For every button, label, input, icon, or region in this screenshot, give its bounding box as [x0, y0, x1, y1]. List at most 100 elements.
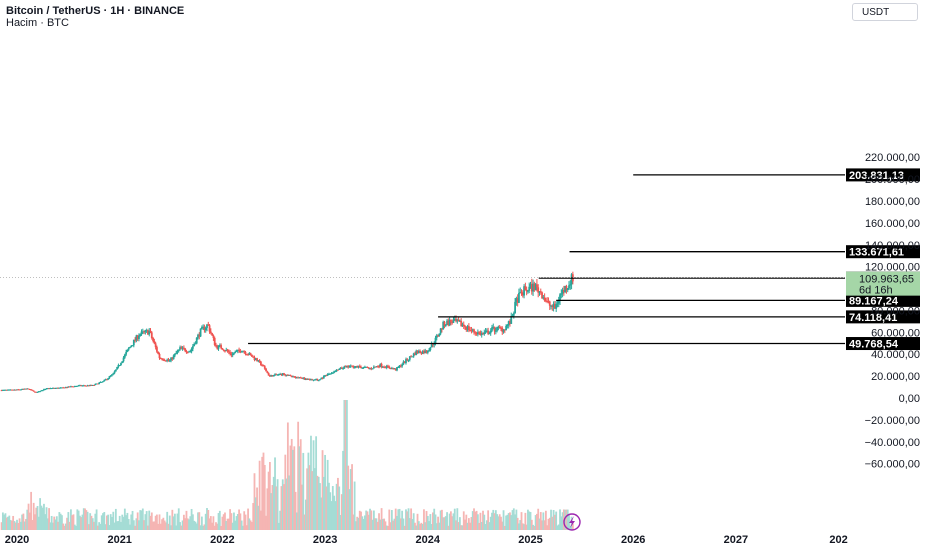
x-tick-label: 202 [829, 534, 847, 546]
candle-body [310, 379, 312, 381]
candle-body [76, 385, 79, 387]
volume-bar [242, 525, 244, 530]
candle-body [491, 327, 493, 331]
volume-bar [358, 510, 361, 530]
volume-bar [518, 523, 520, 530]
volume-bar [191, 514, 194, 530]
volume-bar [288, 475, 291, 530]
volume-bar [397, 509, 400, 530]
volume-bar [343, 400, 346, 530]
candle-body [5, 389, 8, 391]
candle-body [190, 348, 193, 352]
volume-bar [410, 508, 413, 530]
candle-body [419, 350, 421, 353]
volume-bar [260, 510, 262, 530]
volume-bar [141, 508, 144, 530]
candle-body [85, 385, 88, 387]
candle-body [3, 389, 6, 391]
candle-body [191, 346, 194, 349]
volume-bar [415, 525, 418, 530]
candle-body [202, 326, 205, 328]
candle-body [518, 292, 520, 303]
candle-body [34, 391, 36, 393]
candle-body [248, 353, 251, 355]
volume-bar [174, 513, 176, 530]
volume-bar [547, 518, 550, 530]
lightning-icon[interactable] [563, 513, 581, 531]
symbol-title[interactable]: Bitcoin / TetherUS · 1H · BINANCE [6, 5, 185, 17]
candle-body [366, 366, 369, 368]
volume-bar [77, 510, 80, 530]
time-axis[interactable]: 2020 2021 2022 2023 2024 2025 2026 2027 202 [5, 534, 848, 546]
volume-bar [379, 519, 382, 530]
candle-body [473, 329, 475, 333]
candle-body [267, 372, 270, 376]
volume-bar [18, 518, 21, 530]
volume-bar [570, 516, 573, 530]
volume-bar [376, 521, 379, 530]
candle-body [568, 285, 570, 289]
x-tick-label: 2021 [107, 534, 131, 546]
volume-bar [43, 503, 45, 530]
volume-bar [84, 508, 86, 530]
candle-body [411, 356, 414, 358]
volume-bar [516, 517, 519, 530]
candle-body [389, 368, 392, 370]
volume-bar [401, 510, 404, 530]
candle-body [493, 326, 496, 332]
candle-body [163, 360, 166, 362]
currency-selector[interactable]: USDT [852, 3, 918, 21]
volume-bar [120, 521, 122, 530]
candle-body [212, 335, 215, 338]
candle-body [157, 351, 160, 354]
candle-body [457, 319, 460, 322]
volume-bar [450, 511, 452, 530]
candle-body [317, 380, 320, 382]
volume-indicator-label[interactable]: Hacim · BTC [6, 17, 69, 29]
candle-body [70, 386, 72, 388]
volume-bar [398, 508, 401, 530]
volume-bar [113, 522, 116, 530]
candle-body [319, 379, 321, 381]
volume-bar [62, 523, 65, 530]
volume-bar [388, 509, 391, 530]
volume-bar [193, 520, 196, 530]
candle-body [328, 373, 330, 375]
volume-bar [218, 510, 221, 530]
candle-body [333, 371, 335, 373]
candle-body [514, 301, 516, 314]
candle-body [392, 368, 395, 370]
candle-body [511, 315, 514, 317]
candle-body [488, 333, 491, 335]
candle-body [145, 330, 148, 332]
volume-bar [324, 454, 326, 530]
volume-bar [290, 438, 293, 530]
candle-body [367, 367, 370, 369]
volume-bar [243, 511, 246, 530]
candle-body [523, 286, 525, 296]
volume-bar [361, 516, 364, 530]
volume-bar [500, 516, 502, 530]
volume-bar [458, 517, 461, 530]
volume-bar [365, 510, 368, 530]
volume-bar [71, 515, 74, 530]
candle-body [216, 346, 219, 349]
price-axis[interactable]: 220.000,00 200.000,00 180.000,00 160.000,00… [865, 152, 920, 470]
volume-bar [474, 511, 477, 530]
volume-bar [257, 505, 260, 530]
candle-body [4, 389, 7, 391]
level-label: 74.118,41 [849, 312, 897, 324]
volume-bar [5, 517, 8, 530]
y-tick-label: 0,00 [899, 393, 920, 405]
volume-bar [483, 514, 486, 530]
volume-bar [25, 518, 27, 530]
candle-body [14, 389, 17, 391]
volume-bar [198, 512, 201, 530]
candle-body [227, 351, 230, 353]
volume-bar [8, 515, 11, 530]
volume-bar [52, 522, 54, 530]
volume-bar [57, 521, 59, 530]
volume-bar [392, 520, 395, 530]
volume-bar [166, 511, 169, 530]
